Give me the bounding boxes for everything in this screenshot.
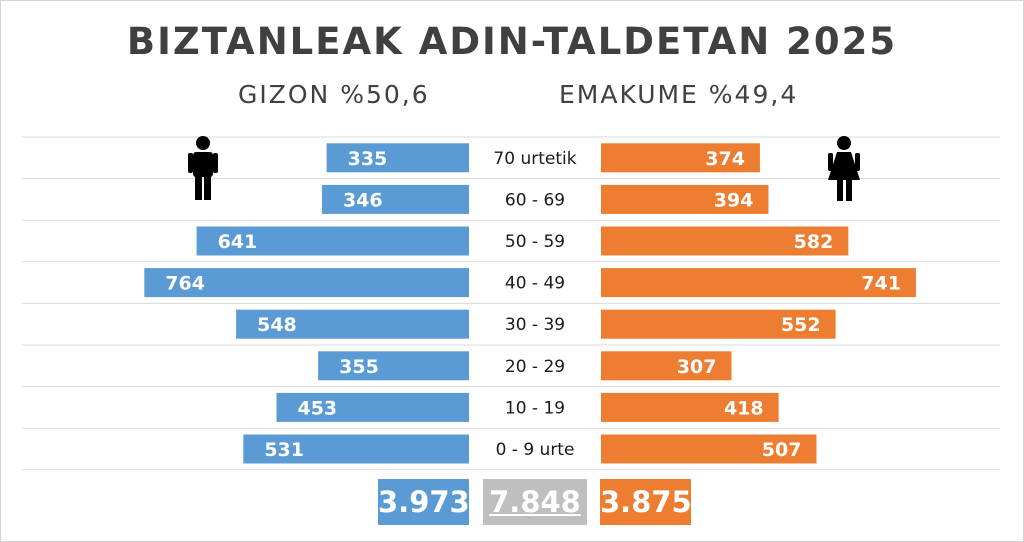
male-subtitle: GIZON %50,6: [238, 80, 430, 109]
bar-female: [601, 351, 732, 381]
female-subtitle: EMAKUME %49,4: [559, 80, 799, 109]
data-label-male: 346: [343, 189, 383, 211]
category-label: 70 urtetik: [493, 149, 576, 169]
total-all: 7.848: [483, 479, 587, 525]
bar-female: [601, 392, 779, 422]
bar-female: [601, 434, 817, 464]
bar-male: [321, 184, 469, 214]
category-label: 0 - 9 urte: [496, 440, 575, 460]
total-female: 3.875: [600, 479, 692, 525]
bar-male: [243, 434, 469, 464]
category-label: 50 - 59: [505, 232, 565, 252]
bar-male: [236, 309, 469, 339]
bar-male: [326, 143, 469, 173]
data-label-male: 355: [339, 356, 379, 378]
data-label-male: 335: [348, 148, 388, 170]
data-label-female: 394: [714, 189, 754, 211]
bar-female: [601, 184, 769, 214]
data-label-male: 548: [257, 314, 297, 336]
bar-female: [601, 143, 760, 173]
data-label-female: 552: [781, 314, 821, 336]
bar-male: [318, 351, 469, 381]
bar-male: [196, 226, 469, 256]
data-label-male: 764: [165, 273, 205, 295]
total-male: 3.973: [378, 479, 470, 525]
category-label: 60 - 69: [505, 190, 565, 210]
bar-female: [601, 268, 916, 298]
data-label-female: 307: [677, 356, 717, 378]
category-label: 20 - 29: [505, 357, 565, 377]
bar-female: [601, 309, 836, 339]
man-icon: [188, 136, 218, 200]
category-label: 30 - 39: [505, 315, 565, 335]
data-label-female: 507: [762, 439, 802, 461]
data-label-male: 531: [264, 439, 304, 461]
data-label-female: 374: [705, 148, 745, 170]
data-label-female: 582: [794, 231, 834, 253]
category-label: 40 - 49: [505, 274, 565, 294]
category-label: 10 - 19: [505, 398, 565, 418]
woman-icon: [828, 136, 860, 201]
data-label-female: 741: [861, 273, 901, 295]
bar-male: [144, 268, 470, 298]
data-label-female: 418: [724, 397, 764, 419]
chart-title: BIZTANLEAK ADIN-TALDETAN 2025: [126, 20, 898, 63]
bar-male: [276, 392, 469, 422]
data-label-male: 641: [218, 231, 258, 253]
data-label-male: 453: [297, 397, 337, 419]
bar-female: [601, 226, 849, 256]
